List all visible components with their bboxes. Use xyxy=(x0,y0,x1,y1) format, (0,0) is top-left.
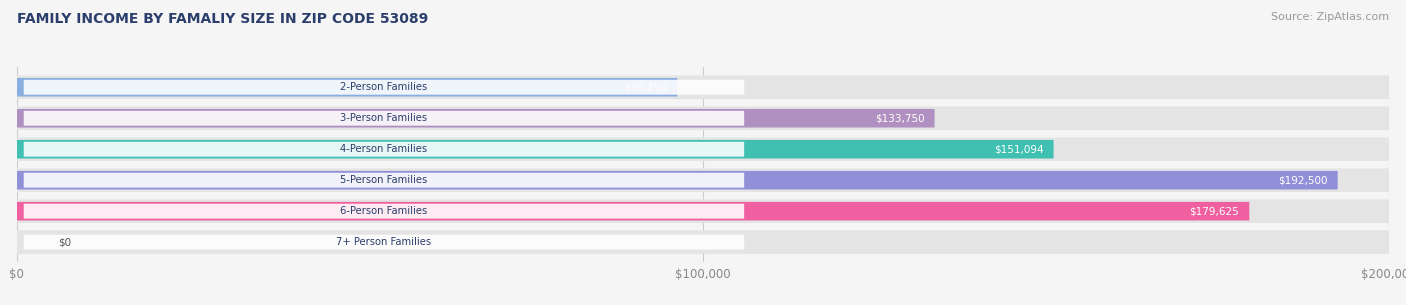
Text: 4-Person Families: 4-Person Families xyxy=(340,144,427,154)
Text: $151,094: $151,094 xyxy=(994,144,1043,154)
FancyBboxPatch shape xyxy=(24,204,744,219)
FancyBboxPatch shape xyxy=(24,173,744,188)
FancyBboxPatch shape xyxy=(24,111,744,126)
Text: $133,750: $133,750 xyxy=(875,113,924,123)
FancyBboxPatch shape xyxy=(17,78,678,97)
FancyBboxPatch shape xyxy=(17,106,1389,130)
Text: $192,500: $192,500 xyxy=(1278,175,1327,185)
Text: Source: ZipAtlas.com: Source: ZipAtlas.com xyxy=(1271,12,1389,22)
FancyBboxPatch shape xyxy=(17,75,1389,99)
FancyBboxPatch shape xyxy=(17,168,1389,192)
Text: $0: $0 xyxy=(58,237,72,247)
Text: 3-Person Families: 3-Person Families xyxy=(340,113,427,123)
Text: 7+ Person Families: 7+ Person Families xyxy=(336,237,432,247)
FancyBboxPatch shape xyxy=(17,138,1389,161)
FancyBboxPatch shape xyxy=(17,202,1250,221)
Text: $96,250: $96,250 xyxy=(624,82,666,92)
FancyBboxPatch shape xyxy=(17,171,1337,189)
FancyBboxPatch shape xyxy=(17,109,935,127)
Text: 5-Person Families: 5-Person Families xyxy=(340,175,427,185)
Text: FAMILY INCOME BY FAMALIY SIZE IN ZIP CODE 53089: FAMILY INCOME BY FAMALIY SIZE IN ZIP COD… xyxy=(17,12,427,26)
FancyBboxPatch shape xyxy=(17,199,1389,223)
Text: 2-Person Families: 2-Person Families xyxy=(340,82,427,92)
Text: $179,625: $179,625 xyxy=(1189,206,1239,216)
FancyBboxPatch shape xyxy=(24,80,744,95)
FancyBboxPatch shape xyxy=(24,142,744,157)
Text: 6-Person Families: 6-Person Families xyxy=(340,206,427,216)
FancyBboxPatch shape xyxy=(17,230,1389,254)
FancyBboxPatch shape xyxy=(17,140,1053,159)
FancyBboxPatch shape xyxy=(24,235,744,249)
